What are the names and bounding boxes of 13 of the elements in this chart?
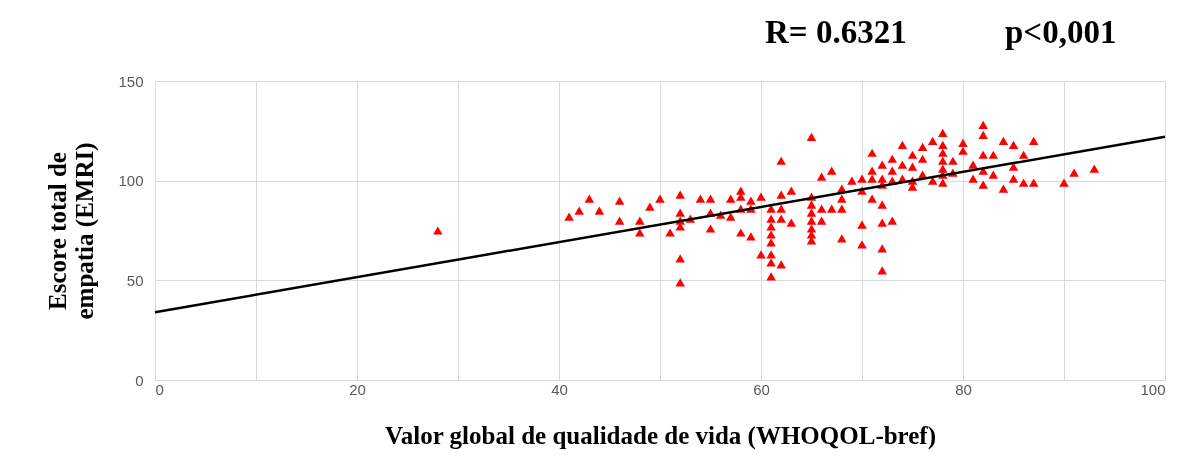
x-tick-label: 40 (551, 380, 568, 398)
x-tick-label: 100 (1140, 380, 1166, 398)
x-tick-label: 0 (155, 380, 164, 398)
x-axis-title: Valor global de qualidade de vida (WHOQOL-bref) (384, 421, 937, 450)
y-axis-title: Escore total de empatia (EMRI) (44, 142, 100, 320)
y-tick-label: 50 (126, 271, 144, 289)
y-tick-label: 100 (118, 172, 144, 190)
text: R= 0.6321 (765, 14, 907, 50)
x-tick-label: 80 (955, 380, 972, 398)
x-tick-label: 20 (349, 380, 366, 398)
text: p<0,001 (1005, 14, 1117, 50)
y-tick-label: 150 (118, 72, 144, 90)
x-tick-label: 60 (753, 380, 770, 398)
